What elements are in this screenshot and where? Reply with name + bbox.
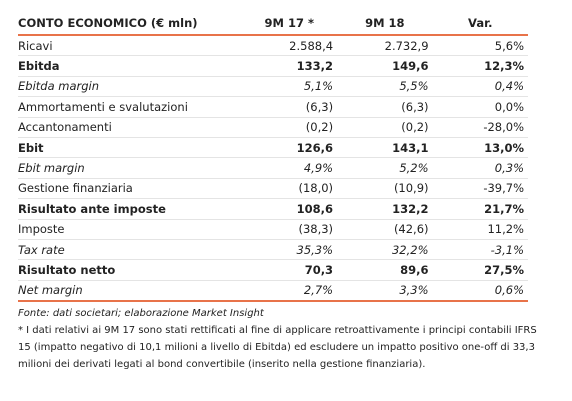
table-row: Tax rate 35,3% 32,2% -3,1% xyxy=(18,239,528,261)
table-cell: -28,0% xyxy=(432,117,528,138)
table-cell: 108,6 xyxy=(241,198,338,220)
table-cell: (18,0) xyxy=(241,178,338,200)
income-table: CONTO ECONOMICO (€ mln) 9M 17 * 9M 18 Var. … xyxy=(18,12,528,303)
table-cell: 21,7% xyxy=(432,198,528,220)
table-cell: 12,3% xyxy=(432,55,528,77)
table-cell: Gestione finanziaria xyxy=(18,178,242,200)
footnote: * I dati relativi ai 9M 17 sono stati re… xyxy=(18,325,537,371)
table-cell: 27,5% xyxy=(432,259,528,281)
table-cell: Ebitda xyxy=(18,55,242,77)
table-row: Ebitda margin 5,1% 5,5% 0,4% xyxy=(18,76,528,98)
table-cell: 4,9% xyxy=(241,157,338,179)
table-row: Ricavi 2.588,4 2.732,9 5,6% xyxy=(18,35,528,57)
table-cell: (0,2) xyxy=(337,117,433,138)
table-cell: 143,1 xyxy=(337,137,433,159)
table-cell: Risultato ante imposte xyxy=(18,198,242,220)
source-note: Fonte: dati societari; elaborazione Mark… xyxy=(18,308,264,320)
table-cell: -3,1% xyxy=(432,239,528,261)
table-row: Risultato netto 70,3 89,6 27,5% xyxy=(18,259,528,281)
table-row: Accantonamenti (0,2) (0,2) -28,0% xyxy=(18,117,528,138)
table-cell: 0,0% xyxy=(432,96,528,118)
table-cell: 89,6 xyxy=(337,259,433,281)
table-cell: 0,3% xyxy=(432,157,528,179)
report: CONTO ECONOMICO (€ mln) 9M 17 * 9M 18 Var. … xyxy=(18,12,537,373)
table-cell: (42,6) xyxy=(337,219,433,240)
table-cell: 11,2% xyxy=(432,219,528,240)
table-row: Imposte (38,3) (42,6) 11,2% xyxy=(18,219,528,240)
table-cell: Ebit xyxy=(18,137,242,159)
table-row: Risultato ante imposte 108,6 132,2 21,7% xyxy=(18,198,528,220)
header-cell: 9M 17 * xyxy=(241,12,338,36)
table-cell: 149,6 xyxy=(337,55,433,77)
table-cell: 2.732,9 xyxy=(337,35,433,57)
table-cell: Risultato netto xyxy=(18,259,242,281)
header-cell: 9M 18 xyxy=(337,12,433,36)
table-cell: 5,5% xyxy=(337,76,433,98)
table-cell: 5,6% xyxy=(432,35,528,57)
header-cell: Var. xyxy=(432,12,528,36)
table-cell: 13,0% xyxy=(432,137,528,159)
table-cell: Tax rate xyxy=(18,239,242,261)
header-cell: CONTO ECONOMICO (€ mln) xyxy=(18,12,242,36)
table-cell: Ebitda margin xyxy=(18,76,242,98)
table-cell: 132,2 xyxy=(337,198,433,220)
table-cell: (10,9) xyxy=(337,178,433,200)
table-cell: 2.588,4 xyxy=(241,35,338,57)
table-cell: 0,6% xyxy=(432,280,528,303)
table-cell: 32,2% xyxy=(337,239,433,261)
table-cell: 5,1% xyxy=(241,76,338,98)
table-cell: 133,2 xyxy=(241,55,338,77)
table-cell: 35,3% xyxy=(241,239,338,261)
table-cell: (0,2) xyxy=(241,117,338,138)
table-row: Gestione finanziaria (18,0) (10,9) -39,7% xyxy=(18,178,528,200)
table-cell: 2,7% xyxy=(241,280,338,303)
table-cell: -39,7% xyxy=(432,178,528,200)
table-row: Ebit margin 4,9% 5,2% 0,3% xyxy=(18,157,528,179)
table-cell: Ammortamenti e svalutazioni xyxy=(18,96,242,118)
table-cell: (6,3) xyxy=(241,96,338,118)
table-cell: (6,3) xyxy=(337,96,433,118)
table-cell: 0,4% xyxy=(432,76,528,98)
table-cell: 3,3% xyxy=(337,280,433,303)
header-row: CONTO ECONOMICO (€ mln) 9M 17 * 9M 18 Var. xyxy=(18,12,528,36)
table-cell: Ricavi xyxy=(18,35,242,57)
table-row: Ebit 126,6 143,1 13,0% xyxy=(18,137,528,159)
table-cell: Accantonamenti xyxy=(18,117,242,138)
table-cell: (38,3) xyxy=(241,219,338,240)
table-row: Net margin 2,7% 3,3% 0,6% xyxy=(18,280,528,303)
table-row: Ammortamenti e svalutazioni (6,3) (6,3) 0,0… xyxy=(18,96,528,118)
table-cell: Imposte xyxy=(18,219,242,240)
table-row: Ebitda 133,2 149,6 12,3% xyxy=(18,55,528,77)
table-cell: 70,3 xyxy=(241,259,338,281)
table-cell: Net margin xyxy=(18,280,242,303)
table-cell: 5,2% xyxy=(337,157,433,179)
table-cell: Ebit margin xyxy=(18,157,242,179)
table-cell: 126,6 xyxy=(241,137,338,159)
